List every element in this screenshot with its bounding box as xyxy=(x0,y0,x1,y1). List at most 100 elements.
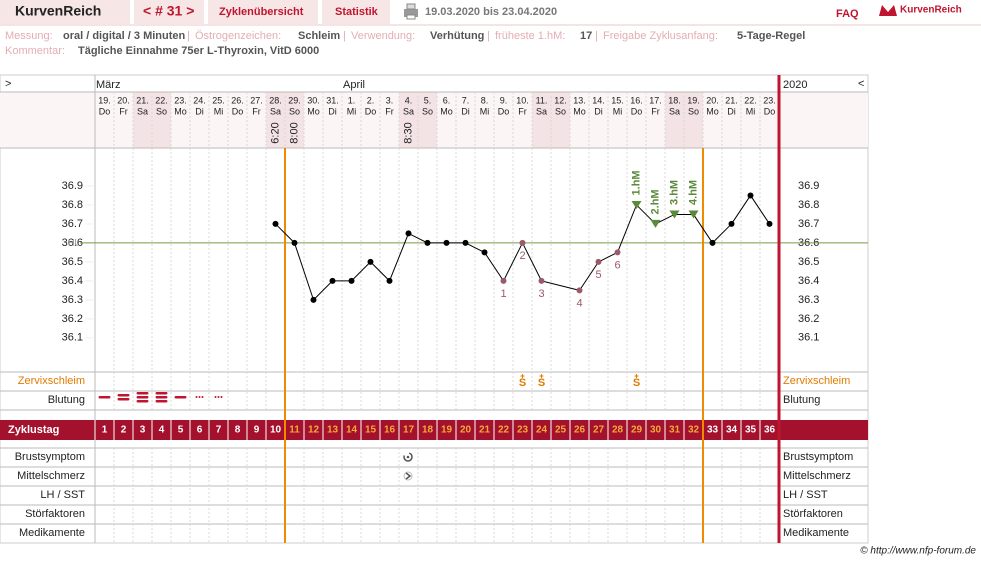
faq-link[interactable]: FAQ xyxy=(836,8,859,20)
low-label: 6 xyxy=(614,259,620,271)
date-label: 29. xyxy=(288,95,301,105)
weekday-label: Mi xyxy=(480,106,490,116)
temperature-segment xyxy=(484,252,504,282)
temperature-segment xyxy=(275,223,295,244)
hm-label: 3.hM xyxy=(668,180,680,205)
date-label: 3. xyxy=(386,95,394,105)
separator: | xyxy=(595,30,598,42)
temperature-segment xyxy=(370,261,390,282)
weekday-label: Do xyxy=(498,106,510,116)
temperature-segment xyxy=(598,251,618,263)
cycle-day: 18 xyxy=(422,425,434,436)
printer-icon[interactable] xyxy=(404,3,418,20)
temperature-point xyxy=(709,239,716,246)
row-label: Medikamente xyxy=(19,527,85,539)
low-point xyxy=(595,258,602,265)
separator: | xyxy=(343,30,346,42)
cycle-day: 27 xyxy=(593,425,605,436)
row-label: Mittelschmerz xyxy=(17,470,85,482)
overview-tab[interactable] xyxy=(208,0,318,24)
date-label: 22. xyxy=(155,95,168,105)
low-label: 4 xyxy=(576,297,582,309)
y-tick-label: 36.2 xyxy=(798,313,819,325)
temperature-segment xyxy=(750,195,770,225)
cycle-day: 33 xyxy=(707,425,719,436)
cycle-day: 11 xyxy=(289,425,300,436)
shaded-column xyxy=(551,92,570,148)
stats-tab[interactable] xyxy=(322,0,390,24)
spotting-dot xyxy=(214,396,217,398)
date-label: 13. xyxy=(573,95,586,105)
info-value: Verhütung xyxy=(430,30,484,42)
y-tick-label: 36.9 xyxy=(798,180,819,192)
temperature-point xyxy=(766,220,773,227)
low-point xyxy=(614,249,621,256)
cycle-day: 22 xyxy=(498,425,510,436)
weekday-label: Do xyxy=(99,106,111,116)
date-label: 23. xyxy=(763,95,776,105)
date-label: 24. xyxy=(193,95,206,105)
temperature-segment xyxy=(579,261,599,291)
cycle-day: 10 xyxy=(270,425,282,436)
overview-link[interactable]: Zyklenübersicht xyxy=(219,6,304,18)
date-range: 19.03.2020 bis 23.04.2020 xyxy=(425,6,557,18)
cycle-day: 12 xyxy=(308,425,320,436)
row-label: Störfaktoren xyxy=(783,508,843,520)
shaded-column xyxy=(532,92,551,148)
weekday-label: Do xyxy=(764,106,776,116)
time-label: 8:30 xyxy=(402,122,414,143)
y-tick-label: 36.5 xyxy=(798,256,819,268)
bleeding-dash xyxy=(174,396,187,399)
cycle-day: 29 xyxy=(631,425,643,436)
y-tick-label: 36.3 xyxy=(798,294,819,306)
temperature-point xyxy=(329,277,336,284)
temperature-point xyxy=(747,192,754,199)
temperature-point xyxy=(462,239,469,246)
bleeding-dash xyxy=(98,396,111,399)
row-label: Zervixschleim xyxy=(18,375,85,387)
weekday-label: Sa xyxy=(270,106,281,116)
weekday-label: Di xyxy=(594,106,603,116)
hm-label: 4.hM xyxy=(687,180,699,205)
row-label: Brustsymptom xyxy=(783,451,853,463)
cycle-day: 24 xyxy=(536,425,548,436)
spotting-dot xyxy=(195,396,198,398)
date-label: 23. xyxy=(174,95,187,105)
date-label: 7. xyxy=(462,95,470,105)
info-label: Kommentar: xyxy=(5,45,65,57)
temperature-point xyxy=(728,220,735,227)
cover-label: HL xyxy=(68,237,80,247)
cycle-day: 2 xyxy=(121,425,127,436)
date-label: 17. xyxy=(649,95,662,105)
time-label: 8:00 xyxy=(288,122,300,143)
breast-icon xyxy=(403,452,413,462)
shaded-column xyxy=(152,92,171,148)
bleeding-dash xyxy=(117,394,130,397)
cycle-day: 9 xyxy=(254,425,260,436)
cycle-tab[interactable] xyxy=(134,0,204,24)
cycle-nav[interactable]: < # 31 > xyxy=(143,3,194,19)
cycle-day: 20 xyxy=(460,425,472,436)
stats-link[interactable]: Statistik xyxy=(335,6,379,18)
temperature-segment xyxy=(693,214,713,244)
temperature-point xyxy=(291,239,298,246)
temperature-segment xyxy=(465,242,485,253)
hm-label: 2.hM xyxy=(649,189,661,214)
row-label: Mittelschmerz xyxy=(783,470,851,482)
date-label: 9. xyxy=(500,95,508,105)
temperature-point xyxy=(367,258,374,265)
separator: | xyxy=(187,30,190,42)
hm-label: 1.hM xyxy=(630,170,642,195)
y-tick-label: 36.5 xyxy=(62,256,83,268)
low-point xyxy=(519,239,526,246)
date-label: 2. xyxy=(367,95,375,105)
cycle-band xyxy=(0,420,868,440)
weekday-label: Sa xyxy=(669,106,680,116)
weekday-label: Mi xyxy=(347,106,357,116)
weekday-label: Mo xyxy=(573,106,586,116)
spotting-dot xyxy=(201,396,204,398)
low-point xyxy=(538,277,545,284)
weekday-label: Sa xyxy=(536,106,547,116)
spotting-dot xyxy=(198,396,201,398)
weekday-label: Fr xyxy=(651,106,660,116)
